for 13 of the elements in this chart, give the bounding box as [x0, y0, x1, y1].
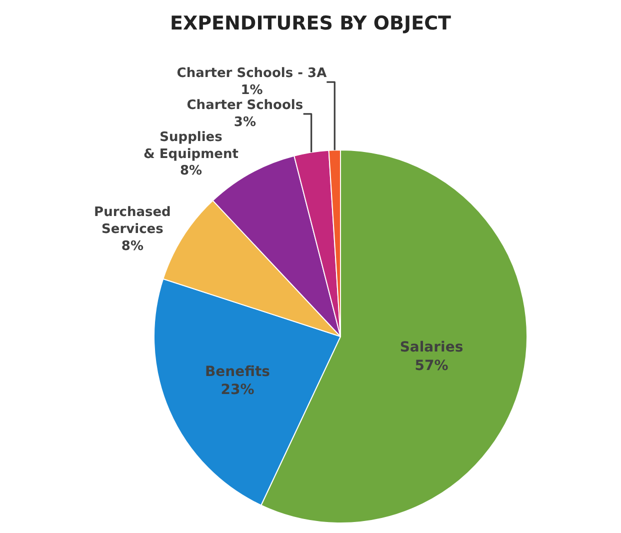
slice-label: Purchased Services [94, 205, 171, 238]
slice-label: Charter Schools - 3A [176, 66, 327, 82]
data-label: 23% [220, 382, 254, 398]
slice-label: Salaries [400, 340, 464, 356]
data-label: 3% [234, 114, 256, 130]
data-label: 8% [180, 164, 202, 179]
slice-label: Charter Schools [186, 98, 304, 114]
data-label: 57% [414, 358, 448, 374]
data-label: 8% [121, 238, 144, 254]
chart-title: EXPENDITURES BY OBJECT [170, 12, 452, 34]
slice-label: Supplies & Equipment [144, 130, 238, 162]
slice-label: Benefits [204, 364, 270, 380]
data-label: 1% [240, 83, 263, 98]
